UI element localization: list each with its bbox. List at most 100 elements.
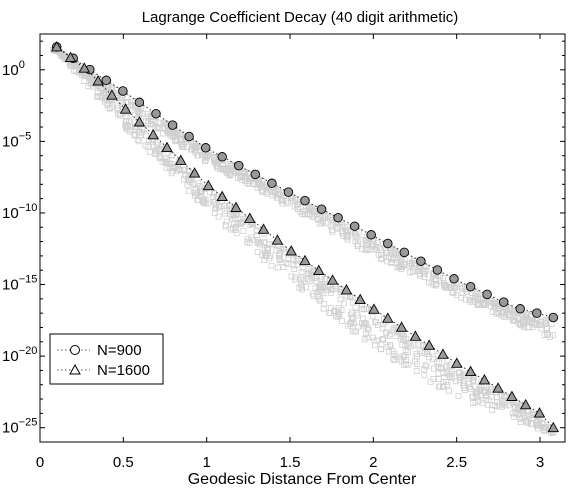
cloud-point [264,245,270,252]
point-n900 [515,304,525,314]
legend: N=900 N=1600 [49,333,164,385]
cloud-point [264,186,271,193]
cloud-point [521,414,528,421]
cloud-point [256,241,263,248]
y-tick-label: 100 [2,59,25,79]
cloud-point [295,255,301,262]
x-tick-label: 1.5 [280,454,301,471]
point-n1600 [78,62,91,73]
cloud-point [365,246,372,253]
cloud-point [399,264,406,271]
cloud-point [391,325,398,332]
cloud-point [298,269,305,276]
cloud-point [101,92,108,99]
point-n1600 [50,40,63,52]
cloud-point [399,342,406,348]
cloud-point [429,273,436,280]
cloud-point [423,264,430,271]
cloud-point [275,264,281,271]
cloud-point [378,256,385,263]
cloud-point [341,224,348,231]
cloud-point [280,264,287,271]
cloud-point [275,190,282,197]
cloud-point [415,341,422,348]
cloud-point [430,376,437,382]
cloud-point [328,227,335,233]
cloud-point [443,379,450,386]
point-n1600 [133,116,146,127]
cloud-point [524,314,530,321]
cloud-point [227,202,233,209]
cloud-point [168,161,175,168]
cloud-point [544,331,550,338]
cloud-point [100,86,107,93]
cloud-point [446,387,452,394]
cloud-point [390,255,397,262]
cloud-point [386,254,393,260]
point-n1600 [326,274,339,285]
cloud-point [402,343,409,349]
point-n900 [366,230,376,240]
cloud-point [316,297,323,304]
cloud-point [456,376,463,383]
cloud-point [538,322,544,329]
cloud-point [317,214,324,221]
point-n1600 [230,201,242,212]
cloud-point [193,143,200,150]
cloud-point [354,310,361,317]
cloud-point [407,343,414,350]
cloud-point [408,260,415,267]
cloud-point [501,400,508,406]
cloud-point [369,334,376,341]
cloud-point [156,146,163,153]
point-n900 [217,152,227,162]
cloud-point [185,188,192,195]
cloud-point [543,319,550,326]
cloud-point [340,300,347,307]
cloud-point [136,107,142,114]
point-n1600 [161,141,173,153]
cloud-point [543,424,549,431]
cloud-point [411,341,418,348]
cloud-point [290,194,297,201]
cloud-point [322,219,329,226]
point-n1600 [216,190,228,202]
cloud-point [449,367,455,374]
point-n900 [465,281,476,292]
cloud-point [172,138,179,145]
point-n1600 [492,382,504,393]
cloud-point [320,305,327,312]
cloud-point [185,177,191,184]
legend-marker-n1600 [69,363,81,375]
cloud-point [193,142,200,149]
cloud-point [392,248,399,255]
cloud-point [123,124,129,131]
cloud-point [386,342,393,348]
cloud-point [329,228,336,235]
point-n1600 [188,167,201,178]
cloud-point [221,210,228,217]
cloud-point [352,328,359,335]
x-tick-label: 0 [36,454,44,471]
cloud-point [439,384,446,390]
cloud-point [401,257,408,264]
cloud-point [498,392,505,399]
cloud-point [211,210,218,216]
cloud-point [365,240,372,247]
cloud-point [419,341,426,348]
point-n1600 [257,223,270,234]
cloud-point [476,300,483,307]
cloud-point [124,126,131,133]
point-n900 [267,178,277,189]
cloud-point [156,155,163,162]
cloud-point [512,409,519,416]
cloud-point [222,222,229,228]
cloud-point [195,197,201,203]
cloud-point [146,149,153,155]
cloud-point [194,180,201,187]
cloud-point [492,304,498,311]
cloud-point [285,256,292,263]
cloud-point [101,98,108,105]
cloud-point [192,189,199,196]
cloud-point [460,377,467,384]
